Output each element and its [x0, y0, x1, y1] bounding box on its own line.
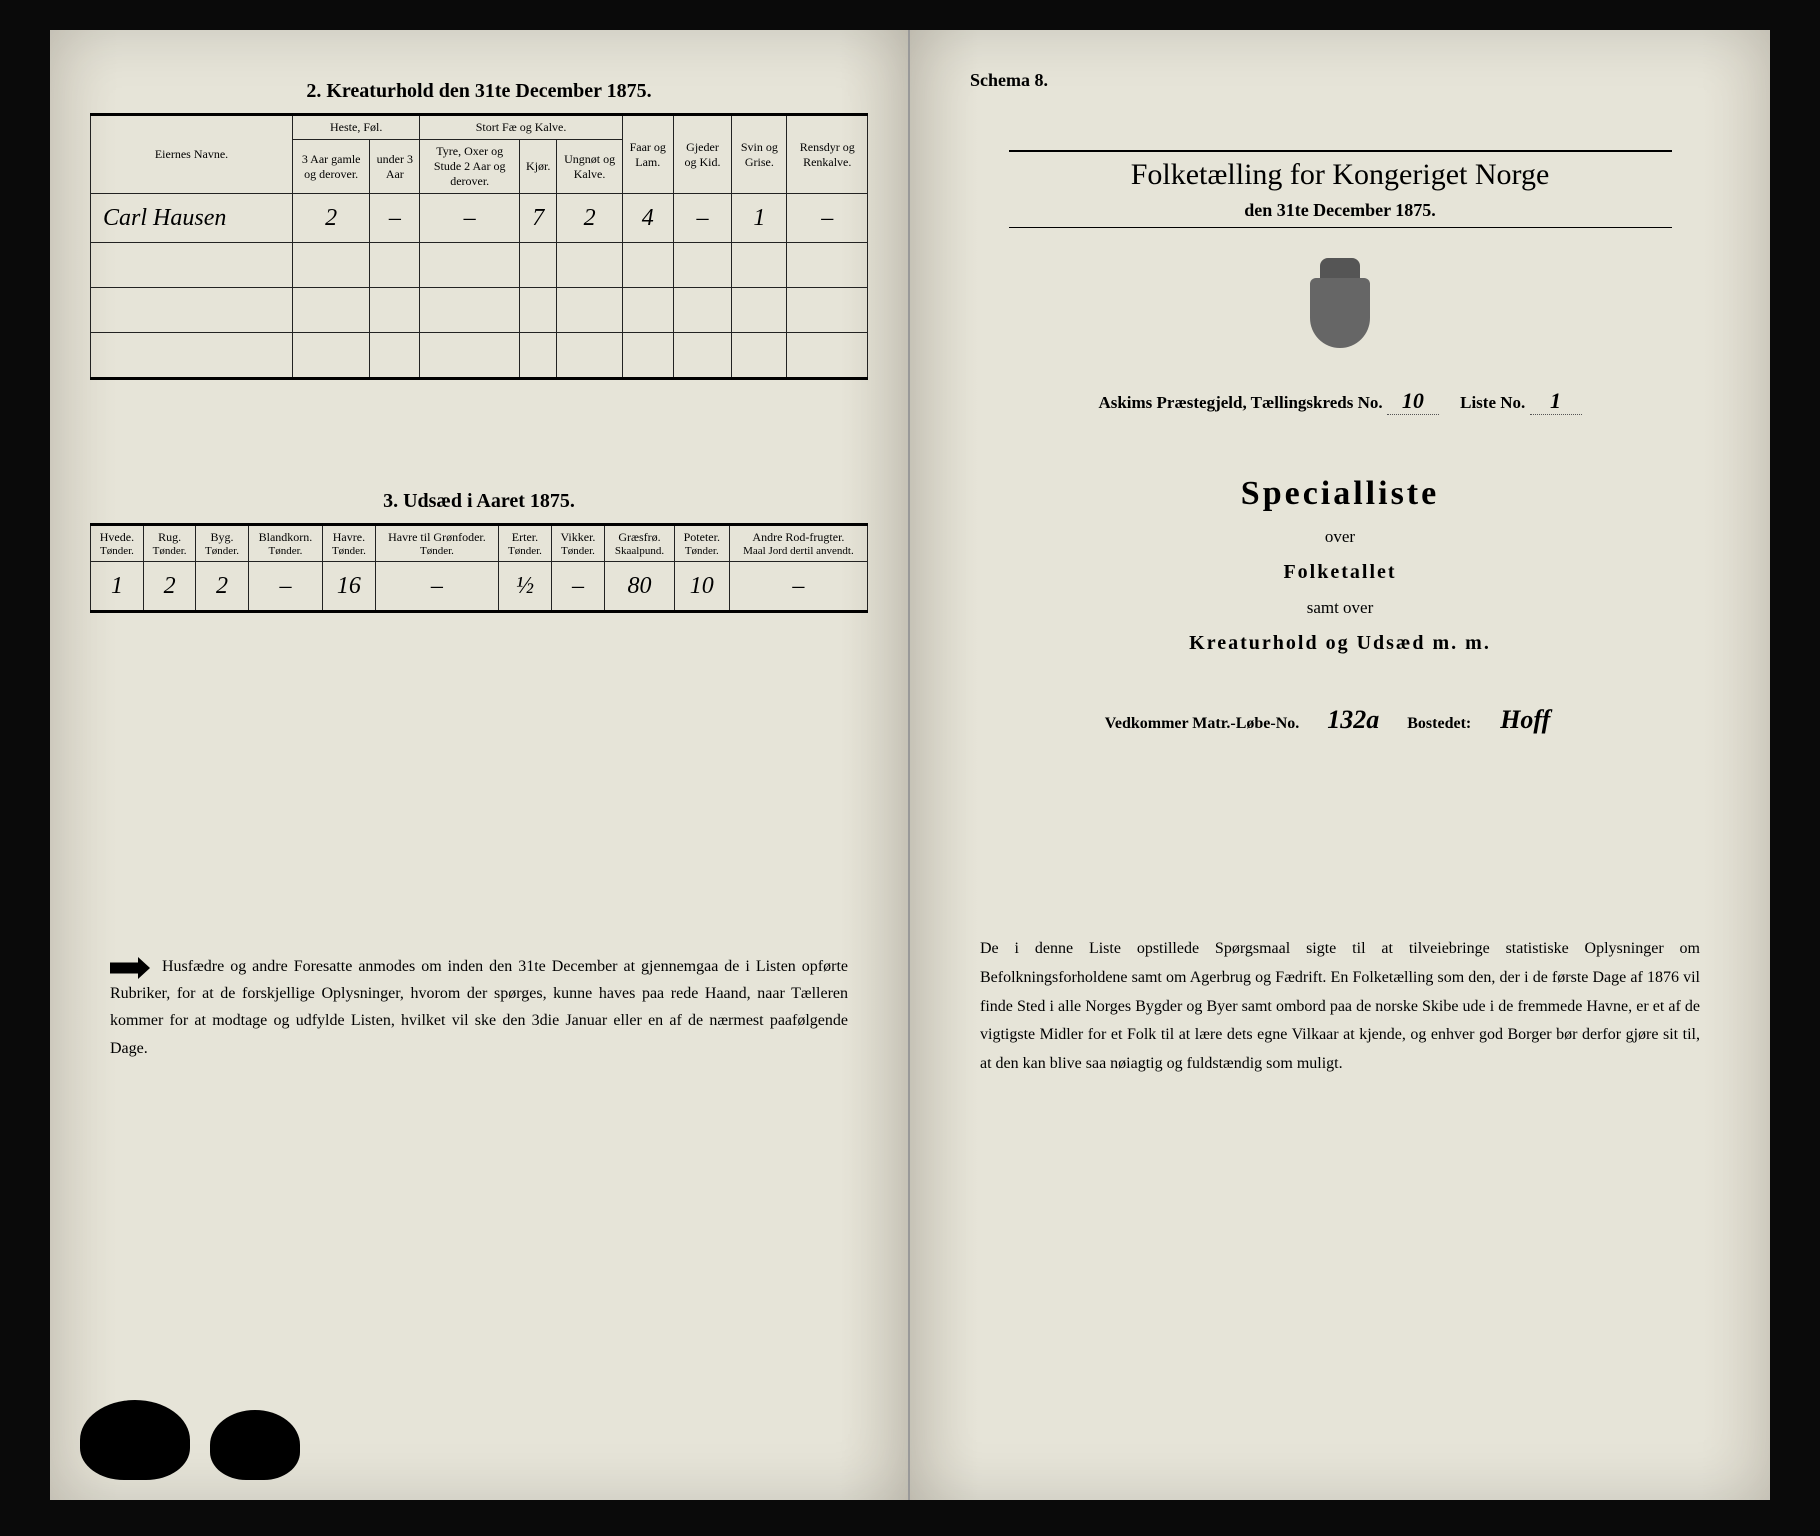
cell: 2 — [293, 194, 370, 243]
col-stort-group: Stort Fæ og Kalve. — [420, 115, 622, 140]
col-andre: Andre Rod-frugter.Maal Jord dertil anven… — [729, 525, 867, 562]
samt-label: samt over — [950, 598, 1730, 618]
parish-label: Askims Præstegjeld, Tællingskreds No. — [1098, 393, 1382, 412]
folketallet-label: Folketallet — [950, 561, 1730, 584]
coat-of-arms-icon — [1305, 258, 1375, 348]
udsaed-table: Hvede.Tønder. Rug.Tønder. Byg.Tønder. Bl… — [90, 523, 868, 613]
cell: 16 — [323, 562, 375, 612]
census-title: Folketælling for Kongeriget Norge — [1009, 158, 1672, 192]
col-vikker: Vikker.Tønder. — [551, 525, 605, 562]
table-row — [91, 243, 868, 288]
table-row: 1 2 2 – 16 – ½ – 80 10 – — [91, 562, 868, 612]
specialliste-title: Specialliste — [950, 475, 1730, 513]
col-poteter: Poteter.Tønder. — [674, 525, 729, 562]
cell: – — [787, 194, 868, 243]
left-page: 2. Kreaturhold den 31te December 1875. E… — [50, 30, 910, 1500]
cell: 2 — [143, 562, 195, 612]
cell: 2 — [196, 562, 248, 612]
col-faar: Faar og Lam. — [622, 115, 673, 194]
cell: 7 — [520, 194, 557, 243]
col-graesfro: Græsfrø.Skaalpund. — [605, 525, 675, 562]
bosted-label: Bostedet: — [1407, 715, 1471, 732]
scan-artifact — [210, 1410, 300, 1480]
cell-name: Carl Hausen — [91, 194, 293, 243]
col-stort-b: Kjør. — [520, 140, 557, 194]
col-bland: Blandkorn.Tønder. — [248, 525, 322, 562]
right-footnote: De i denne Liste opstillede Spørgsmaal s… — [950, 935, 1730, 1079]
col-heste-b: under 3 Aar — [370, 140, 420, 194]
footnote-text: Husfædre og andre Foresatte anmodes om i… — [110, 958, 848, 1057]
census-title-block: Folketælling for Kongeriget Norge den 31… — [950, 150, 1730, 228]
col-heste-a: 3 Aar gamle og derover. — [293, 140, 370, 194]
table2-title: 2. Kreaturhold den 31te December 1875. — [90, 80, 868, 103]
cell: – — [370, 194, 420, 243]
liste-no: 1 — [1530, 388, 1582, 415]
cell: 1 — [732, 194, 787, 243]
matr-label: Vedkommer Matr.-Løbe-No. — [1105, 715, 1300, 732]
col-svin: Svin og Grise. — [732, 115, 787, 194]
pointer-icon — [110, 957, 150, 979]
col-rensdyr: Rensdyr og Renkalve. — [787, 115, 868, 194]
scan-artifact — [80, 1400, 190, 1480]
cell: – — [248, 562, 322, 612]
cell: – — [729, 562, 867, 612]
liste-label: Liste No. — [1460, 393, 1525, 412]
cell: – — [551, 562, 605, 612]
col-heste-group: Heste, Føl. — [293, 115, 420, 140]
parish-line: Askims Præstegjeld, Tællingskreds No. 10… — [950, 388, 1730, 415]
book-spread: 2. Kreaturhold den 31te December 1875. E… — [50, 30, 1770, 1500]
cell: – — [673, 194, 732, 243]
matr-no: 132a — [1303, 705, 1403, 735]
col-rug: Rug.Tønder. — [143, 525, 195, 562]
parish-no: 10 — [1387, 388, 1439, 415]
col-gjeder: Gjeder og Kid. — [673, 115, 732, 194]
cell: – — [420, 194, 520, 243]
col-havre: Havre.Tønder. — [323, 525, 375, 562]
specialliste-block: Specialliste over Folketallet samt over … — [950, 475, 1730, 655]
cell: ½ — [499, 562, 551, 612]
table-row — [91, 333, 868, 379]
cell: 4 — [622, 194, 673, 243]
table-row: Carl Hausen 2 – – 7 2 4 – 1 – — [91, 194, 868, 243]
col-byg: Byg.Tønder. — [196, 525, 248, 562]
col-hvede: Hvede.Tønder. — [91, 525, 144, 562]
over-label: over — [950, 527, 1730, 547]
cell: 2 — [557, 194, 622, 243]
bosted: Hoff — [1475, 705, 1575, 735]
left-footnote: Husfædre og andre Foresatte anmodes om i… — [90, 953, 868, 1062]
cell: – — [375, 562, 499, 612]
col-erter: Erter.Tønder. — [499, 525, 551, 562]
table3-title: 3. Udsæd i Aaret 1875. — [90, 490, 868, 513]
kreaturhold-table: Eiernes Navne. Heste, Føl. Stort Fæ og K… — [90, 113, 868, 380]
col-stort-c: Ungnøt og Kalve. — [557, 140, 622, 194]
cell: 1 — [91, 562, 144, 612]
right-page: Schema 8. Folketælling for Kongeriget No… — [910, 30, 1770, 1500]
col-stort-a: Tyre, Oxer og Stude 2 Aar og derover. — [420, 140, 520, 194]
table-row — [91, 288, 868, 333]
col-havre-gron: Havre til Grønfoder.Tønder. — [375, 525, 499, 562]
matr-line: Vedkommer Matr.-Løbe-No. 132a Bostedet: … — [950, 705, 1730, 735]
kreatur-label: Kreaturhold og Udsæd m. m. — [950, 632, 1730, 655]
cell: 80 — [605, 562, 675, 612]
col-names: Eiernes Navne. — [91, 115, 293, 194]
cell: 10 — [674, 562, 729, 612]
schema-label: Schema 8. — [970, 70, 1048, 91]
census-date: den 31te December 1875. — [1009, 200, 1672, 221]
